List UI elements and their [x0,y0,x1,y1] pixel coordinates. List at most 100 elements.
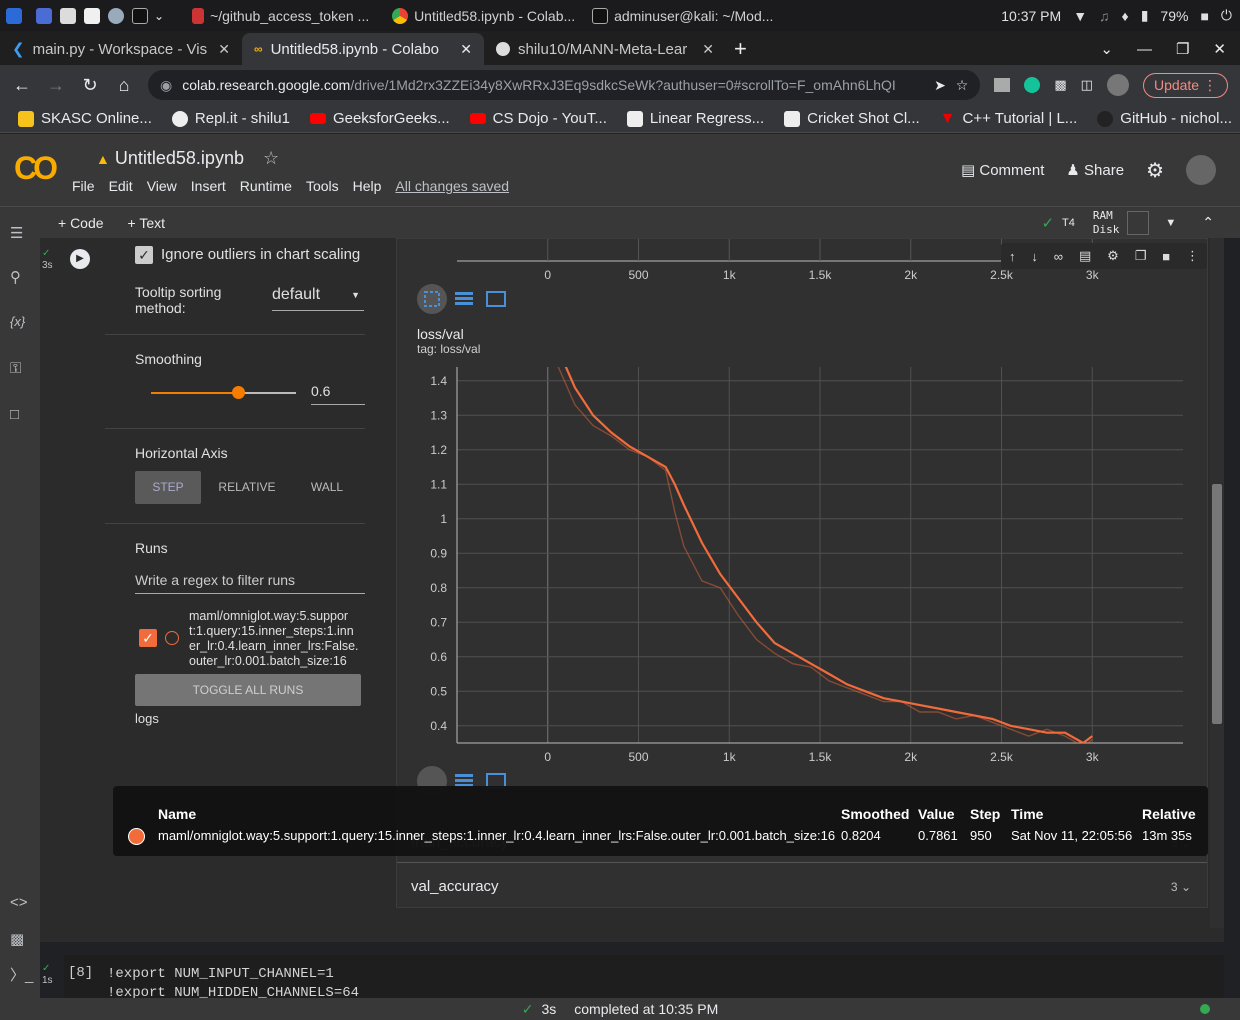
comment-button[interactable]: ▤ Comment [961,162,1045,179]
scrollbar-thumb[interactable] [1212,484,1222,724]
table-of-contents-icon[interactable]: ☰ [10,225,24,242]
address-bar[interactable]: ◉ colab.research.google.com/drive/1Md2rx… [148,70,981,100]
log-scale-icon[interactable] [455,302,473,305]
runtime-status[interactable]: ✓ T4 RAM Disk ▼ ⌃ [1041,208,1214,236]
fit-domain-icon[interactable] [417,284,447,314]
runtime-dropdown-icon[interactable]: ▼ [1165,216,1177,229]
tab-vscode[interactable]: ❮ main.py - Workspace - Vis ✕ [12,40,230,59]
star-icon[interactable]: ☆ [262,148,280,168]
wifi-icon[interactable]: ▼ [1073,7,1088,24]
copy-icon[interactable]: ❐ [1134,248,1147,263]
vertical-scrollbar[interactable] [1210,238,1224,928]
taskbar-app-terminal[interactable]: adminuser@kali: ~/Mod... [584,7,784,24]
bookmark-item[interactable]: Cricket Shot Cl... [776,110,928,127]
smoothing-slider[interactable] [151,386,296,399]
forward-arrow-icon[interactable]: → [47,74,65,95]
close-tab-icon[interactable]: ✕ [460,40,472,57]
smoothing-value-input[interactable]: 0.6 [311,383,365,405]
chevron-down-icon[interactable]: ⌄ [154,8,165,23]
extensions-puzzle-icon[interactable]: ▩ [1054,77,1067,92]
bookmark-star-icon[interactable]: ☆ [955,76,969,93]
settings-gear-icon[interactable]: ⚙ [1107,248,1119,263]
close-tab-icon[interactable]: ✕ [218,40,230,57]
grammarly-icon[interactable] [1024,77,1041,93]
bookmark-item[interactable]: ▼ C++ Tutorial | L... [939,109,1078,128]
menu-insert[interactable]: Insert [190,178,226,194]
move-down-icon[interactable]: ↓ [1031,248,1038,264]
send-tab-icon[interactable]: ➤ [934,76,946,93]
menu-view[interactable]: View [146,178,177,194]
menu-edit[interactable]: Edit [108,178,133,194]
new-tab-button[interactable]: + [734,36,747,61]
bookmark-item[interactable]: GeeksforGeeks... [302,110,458,127]
terminal-launch-icon[interactable] [132,7,148,24]
settings-gear-icon[interactable]: ⚙ [1146,159,1164,182]
tab-colab[interactable]: ∞ Untitled58.ipynb - Colabo ✕ [242,33,484,65]
extension-image-icon[interactable] [994,78,1011,92]
close-tab-icon[interactable]: ✕ [702,40,714,57]
browser-icon[interactable] [108,7,124,24]
cell-code[interactable]: !export NUM_INPUT_CHANNEL=1 !export NUM_… [107,966,360,998]
home-icon[interactable]: ⌂ [118,74,130,95]
profile-avatar[interactable] [1106,74,1129,96]
log-scale-icon[interactable] [455,779,473,782]
runs-filter-input[interactable]: Write a regex to filter runs [135,572,365,594]
taskbar-app-chrome[interactable]: Untitled58.ipynb - Colab... [384,7,584,24]
minimize-icon[interactable]: — [1136,40,1152,58]
log-scale-icon[interactable] [455,784,473,787]
run-checkbox[interactable]: ✓ [139,629,157,647]
close-window-icon[interactable]: ✕ [1213,41,1226,58]
taskbar-app-editor[interactable]: ~/github_access_token ... [184,7,384,24]
search-icon[interactable]: ⚲ [10,269,21,286]
bookmark-item[interactable]: SKASC Online... [10,110,160,127]
save-status-link[interactable]: All changes saved [395,178,510,194]
download-data-icon[interactable] [486,291,506,307]
comment-icon[interactable]: ▤ [1078,248,1092,263]
workspace-icon[interactable] [36,7,52,24]
add-text-button[interactable]: + Text [127,214,166,231]
side-panel-icon[interactable]: ◫ [1080,77,1093,92]
bookmark-item[interactable]: Linear Regress... [619,110,772,127]
power-icon[interactable]: ⏻ [1220,7,1232,23]
run-cell-button[interactable]: ▶ [70,249,90,269]
tab-github[interactable]: shilu10/MANN-Meta-Lear ✕ [484,33,726,65]
menu-file[interactable]: File [72,178,95,194]
toggle-all-runs-button[interactable]: TOGGLE ALL RUNS [135,674,361,706]
bookmark-item[interactable]: CS Dojo - YouT... [462,110,615,127]
axis-wall-button[interactable]: WALL [310,480,344,494]
files-folder-icon[interactable]: □ [10,406,20,423]
notification-bell-icon[interactable]: ♦ [1121,7,1129,24]
share-button[interactable]: ♟ Share [1066,162,1125,179]
link-icon[interactable]: ∞ [1053,248,1064,264]
log-scale-icon[interactable] [455,297,473,300]
back-arrow-icon[interactable]: ← [13,74,31,95]
menu-tools[interactable]: Tools [305,178,339,194]
run-color-circle[interactable] [165,631,179,645]
delete-icon[interactable]: ■ [1162,248,1171,264]
tooltip-sorting-select[interactable]: default ▼ [272,286,364,311]
battery-icon[interactable]: ▮ [1140,7,1149,23]
code-snippets-icon[interactable]: <> [10,894,28,911]
site-info-icon[interactable]: ◉ [160,76,173,93]
more-options-icon[interactable]: ⋮ [1186,248,1200,263]
ignore-outliers-checkbox[interactable]: ✓ [135,246,153,264]
command-palette-icon[interactable]: ▩ [10,931,25,948]
notebook-title[interactable]: ▲ Untitled58.ipynb ☆ [96,148,280,168]
files-icon[interactable] [60,7,76,24]
terminal-icon[interactable]: 〉_ [10,967,34,984]
editor-icon[interactable] [84,7,100,24]
menu-runtime[interactable]: Runtime [239,178,292,194]
code-cell-8[interactable]: [8] !export NUM_INPUT_CHANNEL=1 !export … [64,955,1224,998]
account-avatar[interactable] [1186,155,1216,185]
menu-help[interactable]: Help [352,178,382,194]
add-code-button[interactable]: + Code [58,214,104,231]
log-scale-icon[interactable] [455,774,473,777]
kali-menu-icon[interactable] [6,7,22,24]
log-scale-icon[interactable] [455,292,473,295]
bookmark-item[interactable]: Repl.it - shilu1 [164,110,298,127]
variables-icon[interactable]: {x} [10,314,26,329]
tab-search-chevron-icon[interactable]: ⌄ [1100,41,1113,58]
smoothing-slider-thumb[interactable] [232,386,245,399]
colab-logo[interactable]: CO [14,150,58,186]
volume-icon[interactable]: ♫ [1099,7,1110,24]
